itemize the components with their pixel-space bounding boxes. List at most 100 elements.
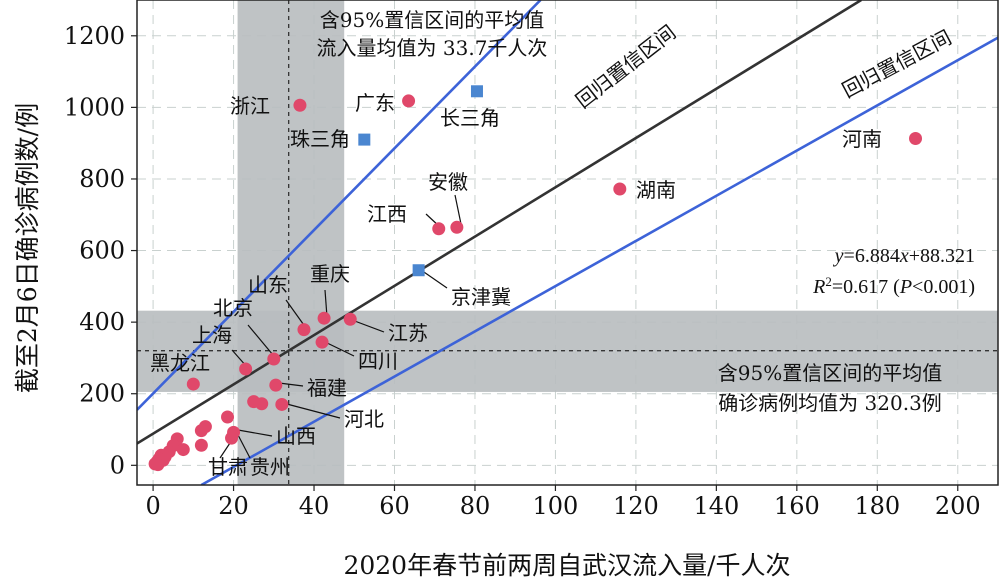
region-point xyxy=(358,133,371,146)
fit-line xyxy=(137,0,862,445)
fit-eq-x: x xyxy=(899,245,909,267)
province-point xyxy=(450,220,464,234)
point-label: 贵州 xyxy=(250,455,290,479)
y-mean-ci-band xyxy=(137,310,998,392)
point-label: 湖南 xyxy=(636,178,676,202)
region-point xyxy=(470,85,483,98)
point-label: 江西 xyxy=(367,202,407,226)
r2-tail: <0.001) xyxy=(912,276,975,298)
regression-lines xyxy=(137,0,998,485)
x-ci-annotation-line2: 流入量均值为 33.7千人次 xyxy=(317,36,548,60)
province-point xyxy=(269,378,283,392)
leader-line xyxy=(278,382,304,387)
y-tick-label: 0 xyxy=(110,451,125,479)
leader-line xyxy=(247,324,274,356)
point-label: 浙江 xyxy=(230,94,270,118)
point-label: 福建 xyxy=(307,376,347,400)
province-point xyxy=(194,438,208,452)
x-tick-label: 120 xyxy=(613,492,659,520)
y-ci-annotation-line1: 含95%置信区间的平均值 xyxy=(718,361,942,385)
point-label: 江苏 xyxy=(388,321,428,345)
province-point xyxy=(225,431,239,445)
province-point xyxy=(297,323,311,337)
x-mean-ci-band xyxy=(237,0,345,485)
province-point xyxy=(275,397,289,411)
province-point xyxy=(239,362,253,376)
leader-line xyxy=(237,429,273,437)
point-label: 山西 xyxy=(276,424,316,448)
province-point xyxy=(402,94,416,108)
x-tick-label: 200 xyxy=(935,492,981,520)
point-label: 河南 xyxy=(842,127,882,151)
province-point xyxy=(613,182,627,196)
province-point xyxy=(151,458,165,472)
y-axis-title: 截至2月6日确诊病例数/例 xyxy=(13,103,42,393)
y-tick-label: 800 xyxy=(79,165,125,193)
point-label: 甘肃 xyxy=(208,455,248,479)
point-label: 安徽 xyxy=(428,170,468,194)
x-tick-label: 140 xyxy=(693,492,739,520)
point-label: 广东 xyxy=(355,91,395,115)
fit-eq-slope: =6.884 xyxy=(844,245,900,267)
point-label: 上海 xyxy=(192,323,232,347)
leader-line xyxy=(236,432,251,459)
y-tick-label: 600 xyxy=(79,237,125,265)
point-label: 山东 xyxy=(248,273,288,297)
province-point xyxy=(247,395,261,409)
x-tick-label: 180 xyxy=(854,492,900,520)
x-tick-label: 20 xyxy=(218,492,249,520)
point-label: 黑龙江 xyxy=(150,351,210,375)
x-tick-label: 60 xyxy=(379,492,410,520)
point-label: 北京 xyxy=(213,296,253,320)
y-tick-label: 200 xyxy=(79,380,125,408)
r2-mid: =0.617 ( xyxy=(832,276,900,298)
province-point xyxy=(176,443,190,457)
x-tick-label: 100 xyxy=(533,492,579,520)
r2-r: R xyxy=(812,276,825,298)
x-tick-label: 160 xyxy=(774,492,820,520)
plot-frame xyxy=(136,0,999,486)
province-point xyxy=(221,410,235,424)
point-label: 珠三角 xyxy=(290,127,350,151)
y-tick-label: 1200 xyxy=(64,22,125,50)
data-points xyxy=(148,85,923,472)
x-ci-annotation-line1: 含95%置信区间的平均值 xyxy=(320,8,544,32)
x-axis-title: 2020年春节前两周自武汉流入量/千人次 xyxy=(343,551,790,580)
lower-band-line xyxy=(200,36,998,485)
province-point xyxy=(194,424,208,438)
point-label: 京津冀 xyxy=(451,285,511,309)
province-point xyxy=(317,311,331,325)
leader-line xyxy=(282,402,341,419)
r2-p: P xyxy=(899,276,912,298)
y-tick-label: 1000 xyxy=(64,93,125,121)
y-tick-label: 400 xyxy=(79,308,125,336)
point-label: 长三角 xyxy=(440,106,500,130)
point-label: 重庆 xyxy=(310,262,350,286)
r-squared-label: R2=0.617 (P<0.001) xyxy=(812,274,975,299)
confidence-bands xyxy=(137,0,998,485)
province-point xyxy=(186,377,200,391)
fit-equation: y=6.884x+88.321 xyxy=(833,245,975,267)
lower-band-label: 回归置信区间 xyxy=(838,25,955,103)
leader-line xyxy=(351,319,385,333)
province-point xyxy=(293,98,307,112)
x-tick-label: 80 xyxy=(460,492,491,520)
x-tick-label: 40 xyxy=(299,492,330,520)
point-label: 河北 xyxy=(344,407,384,431)
fit-eq-y: y xyxy=(833,245,844,267)
leader-line xyxy=(454,194,462,225)
province-point xyxy=(343,312,357,326)
province-point xyxy=(315,335,329,349)
axis-ticks: 0 20 40 60 80 100 120 140 160 180 200 0 200 400 600 800… xyxy=(64,22,981,520)
region-point xyxy=(412,264,425,277)
upper-band-line xyxy=(137,0,542,411)
upper-band-label: 回归置信区间 xyxy=(571,20,680,113)
point-label: 四川 xyxy=(358,349,398,373)
province-point xyxy=(432,222,446,236)
fit-eq-intercept: +88.321 xyxy=(909,245,975,267)
x-tick-label: 0 xyxy=(145,492,160,520)
province-point xyxy=(267,352,281,366)
province-point xyxy=(909,132,923,146)
